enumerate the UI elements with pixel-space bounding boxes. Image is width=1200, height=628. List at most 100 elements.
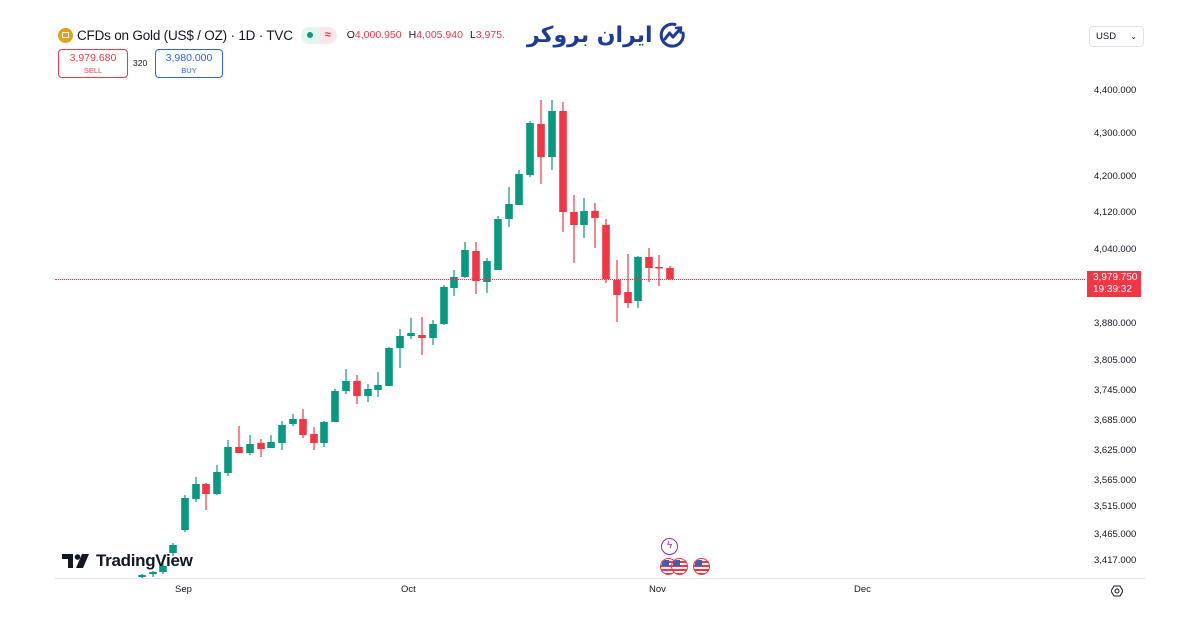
price-axis-label: 3,465.000 (1094, 529, 1137, 540)
symbol-title[interactable]: CFDs on Gold (US$ / OZ) · 1D · TVC (77, 27, 293, 43)
candle-down (537, 100, 545, 184)
tradingview-logo-icon (62, 554, 89, 568)
candle-up (515, 170, 523, 205)
time-axis-label: Nov (649, 584, 666, 595)
time-axis-label: Oct (401, 584, 416, 595)
time-axis-divider (55, 578, 1145, 579)
candle-up (192, 477, 200, 502)
ohlc-open-key: O (346, 29, 355, 41)
candle-up (213, 465, 221, 495)
candle-up (505, 187, 513, 227)
price-axis-label: 3,625.000 (1094, 445, 1137, 456)
candle-up (320, 421, 328, 447)
candle-down (472, 242, 480, 294)
wave-icon: ≈ (318, 26, 337, 44)
candle-up (289, 414, 297, 426)
currency-value: USD (1096, 31, 1117, 42)
chart-trend-icon (659, 22, 685, 48)
candle-up (278, 421, 286, 450)
candle-down (257, 439, 265, 457)
bar-countdown: 19:39:32 (1093, 284, 1132, 295)
candle-up (461, 242, 469, 278)
sell-label: SELL (83, 66, 103, 75)
spread-value: 320 (133, 58, 148, 68)
candle-up (342, 369, 350, 394)
tradingview-wordmark: TradingView (96, 551, 193, 570)
market-open-dot-icon (300, 26, 319, 44)
candle-down (602, 219, 610, 283)
tradingview-logo[interactable]: TradingView (62, 551, 193, 571)
currency-select[interactable]: USD ⌄ (1089, 26, 1144, 47)
candle-up (149, 571, 157, 577)
buy-price: 3,980.000 (165, 52, 213, 64)
candle-up (526, 121, 534, 177)
candle-down (624, 254, 632, 308)
candle-up (138, 574, 146, 578)
candle-up (267, 435, 275, 448)
candle-up (494, 216, 502, 270)
time-axis-label: Sep (175, 584, 192, 595)
price-axis-label: 3,417.000 (1094, 555, 1137, 566)
lightning-icon[interactable]: ϟ (661, 538, 678, 555)
price-axis-label: 4,200.000 (1094, 171, 1137, 182)
candle-down (559, 102, 567, 232)
candle-up (364, 384, 372, 402)
candle-down (645, 248, 653, 282)
us-flag-icon[interactable] (671, 558, 688, 575)
candle-up (634, 256, 642, 308)
candle-down (418, 317, 426, 355)
current-price-tag: 3,979.750 19:39:32 (1087, 271, 1141, 297)
candle-up (331, 389, 339, 422)
current-price-value: 3,979.750 (1093, 272, 1138, 283)
ohlc-high-key: H (408, 29, 417, 41)
candle-down (353, 375, 361, 404)
candle-down (235, 426, 243, 453)
candle-up (483, 258, 491, 293)
candle-up (159, 560, 167, 574)
candle-up (580, 198, 588, 238)
candle-up (548, 100, 556, 170)
price-axis-label: 4,120.000 (1094, 207, 1137, 218)
candle-down (666, 266, 674, 280)
candle-down (299, 409, 307, 438)
brand-logo: ایران بروکر (527, 20, 687, 50)
ohlc-values: O4,000.950 H4,005.940 L3,975. (347, 29, 505, 41)
us-flag-icon[interactable] (693, 558, 710, 575)
candle-up (396, 329, 404, 368)
sell-price: 3,979.680 (69, 52, 117, 64)
chevron-down-icon: ⌄ (1130, 32, 1137, 41)
price-axis-label: 3,565.000 (1094, 475, 1137, 486)
gold-symbol-icon (58, 27, 73, 43)
candle-up (181, 495, 189, 532)
ohlc-open-value: 4,000.950 (354, 29, 402, 41)
settings-gear-icon[interactable] (1111, 585, 1123, 597)
candle-down (591, 203, 599, 248)
candle-down (655, 255, 663, 286)
candle-up (169, 543, 177, 556)
ohlc-high-value: 4,005.940 (416, 29, 463, 41)
price-axis-label: 4,400.000 (1094, 85, 1137, 96)
ohlc-low-value: 3,975. (475, 29, 505, 41)
time-axis-label: Dec (854, 584, 871, 595)
price-axis-label: 3,745.000 (1094, 385, 1137, 396)
buy-button[interactable]: 3,980.000 BUY (155, 49, 223, 78)
candle-down (613, 260, 621, 322)
candle-up (246, 435, 254, 455)
brand-text: ایران بروکر (527, 22, 653, 48)
candle-down (570, 195, 578, 263)
buy-label: BUY (181, 66, 197, 75)
candle-up (440, 285, 448, 325)
price-axis-label: 4,300.000 (1094, 128, 1137, 139)
current-price-line (55, 279, 1085, 280)
price-axis-label: 4,040.000 (1094, 244, 1137, 255)
symbol-header: CFDs on Gold (US$ / OZ) · 1D · TVC ≈ O4,… (58, 26, 505, 44)
candle-up (374, 372, 382, 397)
candle-up (224, 440, 232, 476)
sell-button[interactable]: 3,979.680 SELL (58, 49, 128, 78)
candle-up (407, 318, 415, 339)
candle-down (202, 483, 210, 510)
market-status[interactable]: ≈ (300, 26, 337, 44)
price-axis-label: 3,515.000 (1094, 501, 1137, 512)
candle-down (310, 427, 318, 450)
